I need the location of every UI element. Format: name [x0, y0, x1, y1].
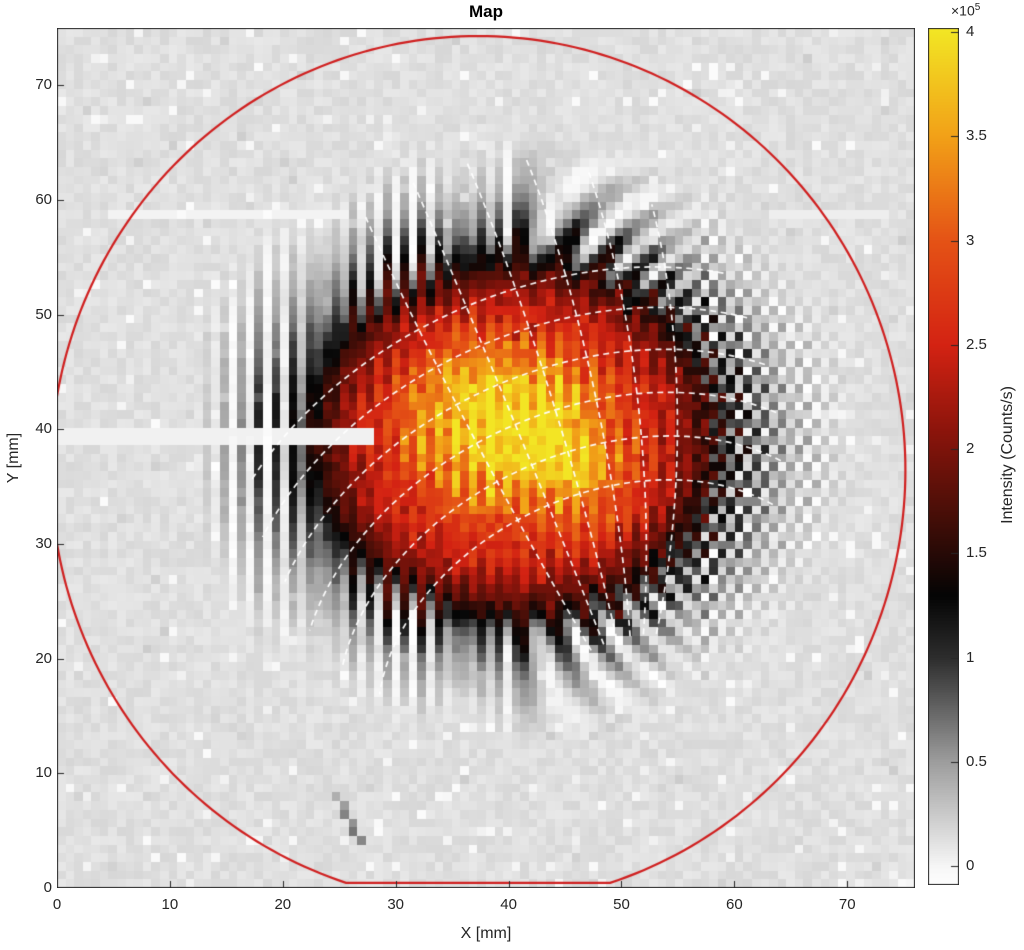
x-tick-label: 60 — [726, 896, 743, 913]
colorbar-tick-label: 1 — [966, 648, 975, 666]
x-tick-label: 40 — [500, 896, 517, 913]
heatmap-plot-canvas — [57, 28, 915, 888]
y-tick-label: 50 — [35, 305, 52, 323]
y-tick-label: 30 — [35, 535, 52, 552]
y-tick-label: 60 — [35, 191, 52, 208]
colorbar-tick-label: 4 — [966, 23, 975, 41]
x-axis-label: X [mm] — [460, 925, 512, 942]
y-tick-label: 10 — [35, 764, 52, 782]
plot-title: Map — [469, 2, 503, 21]
colorbar-tick-label: 3.5 — [966, 127, 987, 145]
y-axis-label: Y [mm] — [5, 432, 22, 484]
y-tick-label: 0 — [43, 879, 52, 896]
x-tick-label: 70 — [838, 896, 856, 913]
x-tick-label: 20 — [274, 896, 292, 913]
colorbar-tick-label: 3 — [966, 231, 975, 249]
colorbar-canvas — [928, 28, 959, 885]
x-tick-label: 0 — [52, 896, 62, 913]
y-tick-label: 40 — [35, 420, 52, 438]
y-tick-label: 20 — [35, 649, 52, 667]
colorbar-tick-label: 1.5 — [966, 544, 987, 562]
y-tick-label: 70 — [35, 76, 52, 94]
colorbar-exponent: ×105 — [951, 2, 981, 19]
colorbar-tick-label: 2.5 — [966, 335, 987, 353]
x-tick-label: 10 — [161, 896, 179, 913]
colorbar-tick-label: 2 — [966, 440, 975, 458]
x-tick-label: 30 — [387, 896, 405, 913]
colorbar-tick-label: 0 — [966, 857, 975, 875]
colorbar-label: Intensity (Counts/s) — [999, 386, 1016, 524]
colorbar-tick-label: 0.5 — [966, 752, 987, 770]
x-tick-label: 50 — [613, 896, 630, 913]
